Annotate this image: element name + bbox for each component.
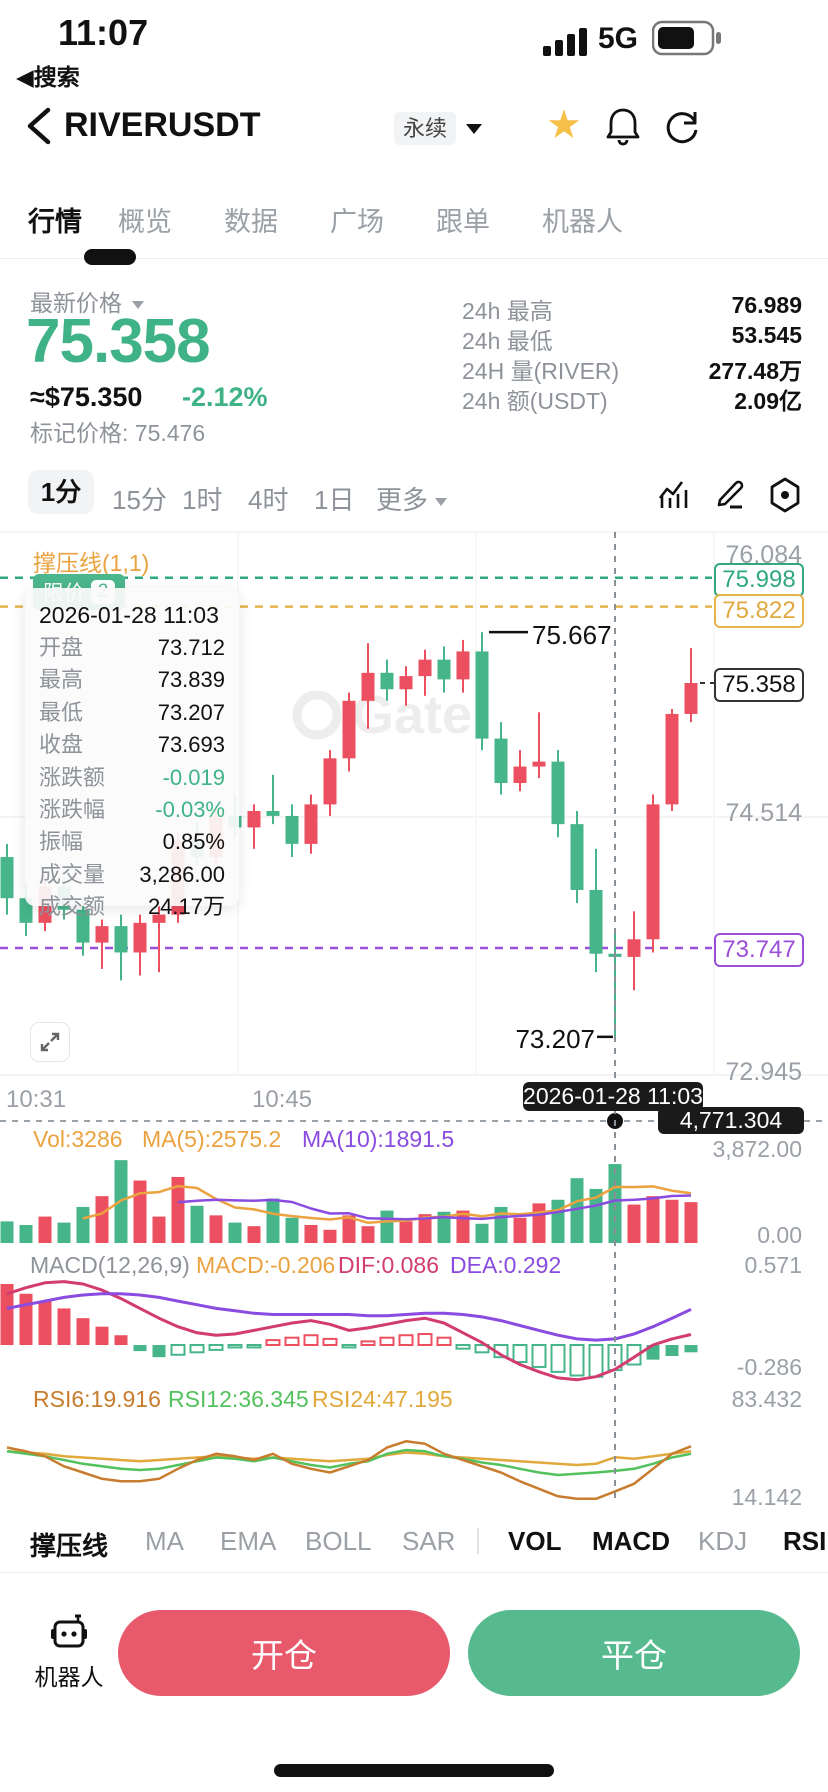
rsi-axis-bottom: 14.142: [731, 1484, 802, 1510]
macd-axis-bottom: -0.286: [736, 1354, 802, 1380]
network-badge: 5G: [598, 22, 639, 55]
macd-title: MACD(12,26,9): [30, 1252, 190, 1278]
tab-bots[interactable]: 机器人: [542, 207, 623, 237]
stat-high-label: 24h 最高: [462, 298, 553, 324]
tab-quotes[interactable]: 行情: [28, 207, 82, 237]
indicator-tab-macd[interactable]: MACD: [592, 1526, 670, 1556]
change-percent: -2.12%: [182, 382, 268, 412]
refresh-icon[interactable]: [662, 106, 702, 146]
robot-label[interactable]: 机器人: [34, 1664, 104, 1690]
indicator-tabs-divider: [477, 1528, 479, 1554]
stat-low-value: 53.545: [731, 322, 802, 348]
stat-low-label: 24h 最低: [462, 328, 553, 354]
symbol-title: RIVERUSDT: [64, 106, 261, 144]
stat-volume-label: 24H 量(RIVER): [462, 358, 620, 384]
timeframe-15m[interactable]: 15分: [112, 485, 167, 515]
close-position-button[interactable]: 平仓: [468, 1610, 800, 1696]
draw-pencil-icon[interactable]: [712, 476, 750, 514]
vol-ma10-label: MA(10):1891.5: [302, 1126, 455, 1152]
vol-axis-bottom: 0.00: [757, 1222, 802, 1248]
macd-dif-label: DIF:0.086: [338, 1252, 439, 1278]
home-indicator: [274, 1764, 554, 1777]
timeframe-1m[interactable]: 1分: [28, 470, 94, 514]
indicator-tab-rsi[interactable]: RSI: [783, 1526, 827, 1556]
stat-turnover-value: 2.09亿: [734, 388, 802, 414]
timeframe-4h[interactable]: 4时: [248, 485, 289, 515]
robot-icon[interactable]: [50, 1614, 88, 1654]
crosshair-volume-chip: 4,771.304: [658, 1107, 804, 1134]
vol-axis-top: 3,872.00: [712, 1136, 802, 1162]
annotation-high: 75.667: [532, 620, 612, 650]
crosshair-date-chip: 2026-01-28 11:03: [523, 1082, 703, 1111]
rsi12-label: RSI12:36.345: [168, 1386, 309, 1412]
chart-style-icon[interactable]: [656, 476, 694, 514]
indicator-tab-boll[interactable]: BOLL: [305, 1526, 372, 1556]
rsi-axis-top: 83.432: [731, 1386, 802, 1412]
x-axis-label-1045: 10:45: [252, 1086, 313, 1113]
timeframe-more[interactable]: 更多: [376, 480, 448, 517]
timeframe-1d[interactable]: 1日: [314, 485, 355, 515]
signal-bars-icon: [543, 26, 589, 58]
symbol-dropdown-caret-icon[interactable]: [466, 124, 482, 134]
rsi24-label: RSI24:47.195: [312, 1386, 453, 1412]
favorite-star-icon[interactable]: ★: [546, 103, 582, 147]
macd-axis-top: 0.571: [744, 1252, 802, 1278]
alert-bell-icon[interactable]: [604, 106, 642, 146]
vol-ma5-label: MA(5):2575.2: [142, 1126, 282, 1152]
last-price: 75.358: [26, 307, 211, 376]
y-axis-label-mid: 74.514: [725, 799, 802, 827]
indicator-tab-kdj[interactable]: KDJ: [698, 1526, 748, 1556]
contract-type-badge[interactable]: 永续: [394, 112, 456, 145]
level-box-purple: 73.747: [714, 933, 804, 967]
macd-dea-label: DEA:0.292: [450, 1252, 562, 1278]
stat-high-value: 76.989: [731, 292, 802, 318]
stat-volume-value: 277.48万: [708, 358, 802, 384]
indicator-settings-icon[interactable]: [766, 476, 804, 514]
status-time: 11:07: [58, 12, 149, 53]
mark-price: 标记价格: 75.476: [30, 420, 206, 446]
tab-copy-trading[interactable]: 跟单: [436, 207, 490, 237]
x-axis-label-1031: 10:31: [6, 1086, 67, 1113]
black-pill-indicator: [84, 249, 136, 265]
level-box-green: 75.998: [714, 563, 804, 597]
tooltip-date: 2026-01-28 11:03: [39, 602, 219, 628]
stat-turnover-label: 24h 额(USDT): [462, 388, 608, 414]
last-price-box: 75.358: [714, 668, 804, 702]
timeframe-1h[interactable]: 1时: [182, 485, 223, 515]
tab-data[interactable]: 数据: [224, 207, 278, 237]
overlay-indicator-label[interactable]: 撑压线(1,1): [33, 550, 150, 576]
open-position-button[interactable]: 开仓: [118, 1610, 450, 1696]
tab-overview[interactable]: 概览: [118, 207, 172, 237]
tab-square[interactable]: 广场: [330, 207, 384, 237]
back-button[interactable]: [22, 104, 58, 148]
annotation-low: 73.207: [515, 1024, 595, 1054]
indicator-tab-support[interactable]: 撑压线: [30, 1531, 109, 1561]
indicator-tab-ma[interactable]: MA: [145, 1526, 184, 1556]
level-box-orange: 75.822: [714, 594, 804, 628]
usd-equivalent: ≈$75.350: [30, 382, 143, 412]
indicator-tab-ema[interactable]: EMA: [220, 1526, 277, 1556]
battery-icon: [652, 20, 726, 56]
vol-value-label: Vol:3286: [33, 1126, 123, 1152]
y-axis-label-bottom: 72.945: [725, 1058, 802, 1086]
macd-value-label: MACD:-0.206: [196, 1252, 336, 1278]
fullscreen-expand-button[interactable]: [30, 1022, 70, 1062]
back-to-app-link[interactable]: ◀搜索: [16, 64, 80, 90]
indicator-tab-vol[interactable]: VOL: [508, 1526, 562, 1556]
latest-price-caret-icon: [132, 300, 145, 309]
latest-price-label[interactable]: 最新价格: [30, 284, 145, 318]
more-caret-icon: [435, 498, 448, 507]
ohlc-tooltip: 2026-01-28 11:03 开盘 73.712 最高 73.839 最低 73.…: [25, 588, 239, 919]
indicator-tab-sar[interactable]: SAR: [402, 1526, 456, 1556]
rsi6-label: RSI6:19.916: [33, 1386, 161, 1412]
